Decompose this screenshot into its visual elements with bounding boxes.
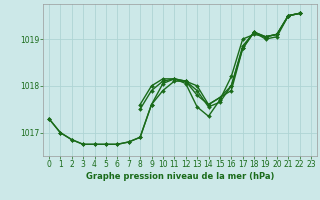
X-axis label: Graphe pression niveau de la mer (hPa): Graphe pression niveau de la mer (hPa): [86, 172, 274, 181]
